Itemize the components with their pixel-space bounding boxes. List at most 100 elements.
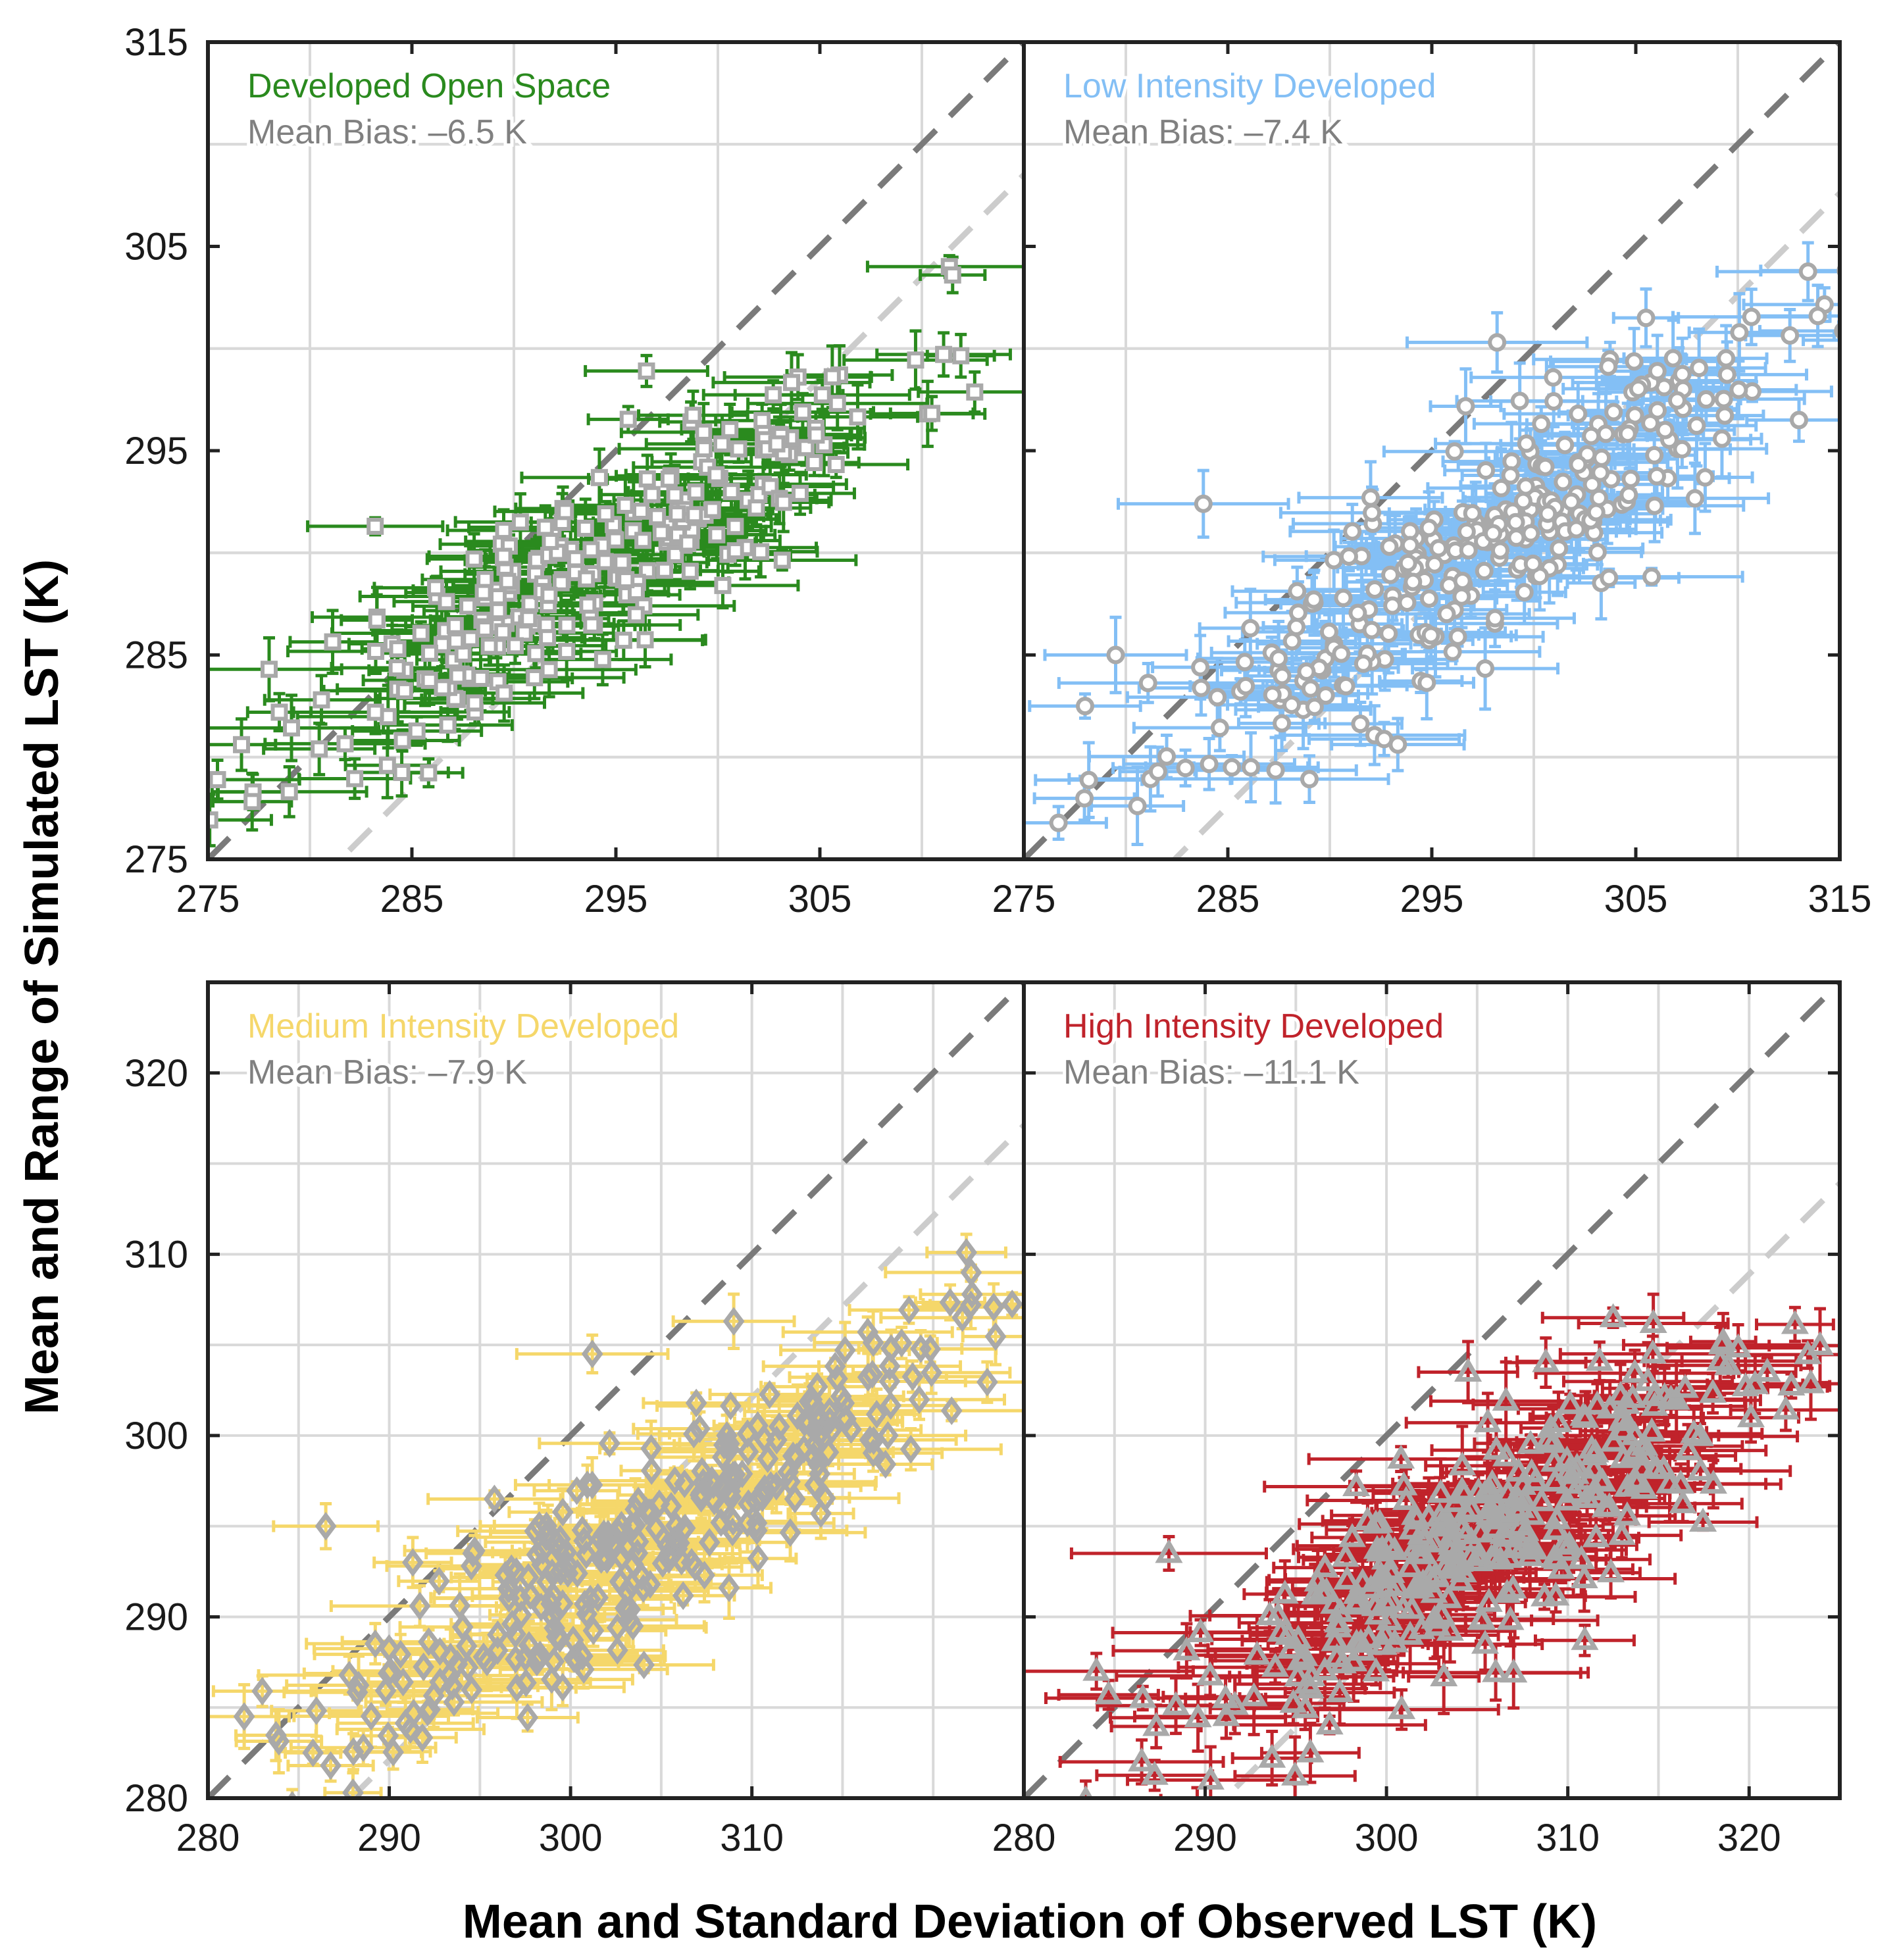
data-point — [1363, 503, 1382, 522]
data-point — [567, 550, 584, 568]
data-point — [1690, 359, 1709, 378]
data-point — [1663, 349, 1683, 368]
data-point — [1589, 488, 1608, 507]
data-point — [539, 629, 557, 647]
data-point — [1621, 469, 1640, 488]
data-point — [1404, 572, 1423, 591]
y-tick-label: 305 — [124, 226, 188, 268]
data-point — [681, 563, 699, 580]
data-point — [336, 735, 354, 753]
data-point — [1138, 674, 1157, 693]
data-point — [1269, 649, 1288, 668]
data-point — [726, 542, 744, 560]
data-point — [1656, 420, 1675, 440]
data-point — [792, 484, 809, 502]
data-point — [1263, 686, 1282, 705]
data-point — [447, 632, 465, 650]
data-point — [619, 411, 637, 428]
data-point — [1339, 547, 1358, 566]
data-point — [1544, 368, 1563, 387]
x-tick-label: 305 — [788, 878, 852, 920]
data-point — [1538, 504, 1557, 523]
x-tick-label: 275 — [176, 878, 240, 920]
data-point — [552, 574, 570, 591]
data-point — [158, 766, 171, 780]
mean-bias-label: Mean Bias: –7.4 K — [1063, 113, 1343, 151]
data-point — [1417, 673, 1436, 692]
data-point — [627, 606, 645, 624]
x-tick-label: 295 — [584, 878, 648, 920]
data-point — [1336, 676, 1355, 695]
data-point — [794, 403, 811, 421]
data-point — [494, 623, 512, 641]
data-point — [828, 395, 846, 413]
data-point — [1569, 405, 1588, 424]
data-point — [1210, 718, 1229, 738]
data-point — [465, 550, 483, 568]
error-bar — [1802, 334, 1840, 347]
data-point — [367, 642, 384, 660]
data-point — [1781, 326, 1800, 345]
data-point — [1192, 678, 1211, 697]
data-point — [1742, 307, 1761, 326]
data-point — [420, 644, 438, 662]
data-point — [1300, 770, 1319, 789]
data-point — [638, 362, 655, 380]
data-point — [827, 456, 845, 474]
data-point — [1354, 654, 1373, 673]
data-point — [944, 266, 961, 284]
data-point — [1288, 582, 1307, 601]
data-point — [774, 493, 792, 511]
data-point — [576, 519, 594, 537]
data-point — [378, 757, 396, 774]
data-point — [1714, 389, 1733, 409]
data-point — [1536, 457, 1555, 476]
data-point — [1076, 697, 1094, 716]
data-point — [1556, 436, 1575, 455]
x-tick-label: 315 — [1808, 878, 1872, 920]
data-point — [346, 770, 364, 788]
data-point — [696, 440, 713, 458]
data-point — [1459, 541, 1478, 560]
data-point — [1588, 543, 1607, 562]
data-point — [1421, 626, 1440, 645]
data-point — [1452, 587, 1471, 606]
data-point — [1604, 403, 1623, 422]
data-point — [1582, 426, 1601, 445]
data-point — [666, 486, 684, 504]
data-point — [1490, 541, 1509, 560]
data-point — [582, 541, 600, 559]
data-point — [1501, 466, 1520, 485]
data-point — [768, 435, 786, 453]
data-point — [395, 682, 413, 699]
data-point — [558, 643, 576, 661]
y-tick-label: 295 — [124, 430, 188, 472]
data-point — [472, 670, 490, 688]
data-point — [368, 611, 386, 629]
data-point — [578, 570, 595, 588]
data-point — [439, 716, 457, 734]
data-point — [412, 624, 430, 642]
data-point — [324, 633, 342, 651]
data-point — [367, 703, 384, 721]
data-point — [449, 667, 467, 685]
data-point — [590, 468, 608, 486]
data-point — [849, 408, 867, 426]
data-point — [1667, 391, 1686, 410]
data-point — [597, 505, 615, 522]
data-point — [636, 631, 654, 649]
data-point — [703, 501, 721, 518]
data-point — [1297, 662, 1316, 681]
data-point — [1696, 390, 1715, 409]
data-point — [511, 513, 529, 531]
y-tick-label: 275 — [124, 838, 188, 881]
data-point — [1492, 478, 1511, 497]
error-bar — [130, 749, 198, 797]
error-bars — [130, 254, 1024, 847]
data-point — [627, 583, 645, 601]
data-point — [1388, 735, 1407, 754]
data-point — [907, 351, 924, 369]
data-point — [1241, 618, 1260, 638]
data-point — [1510, 391, 1529, 411]
